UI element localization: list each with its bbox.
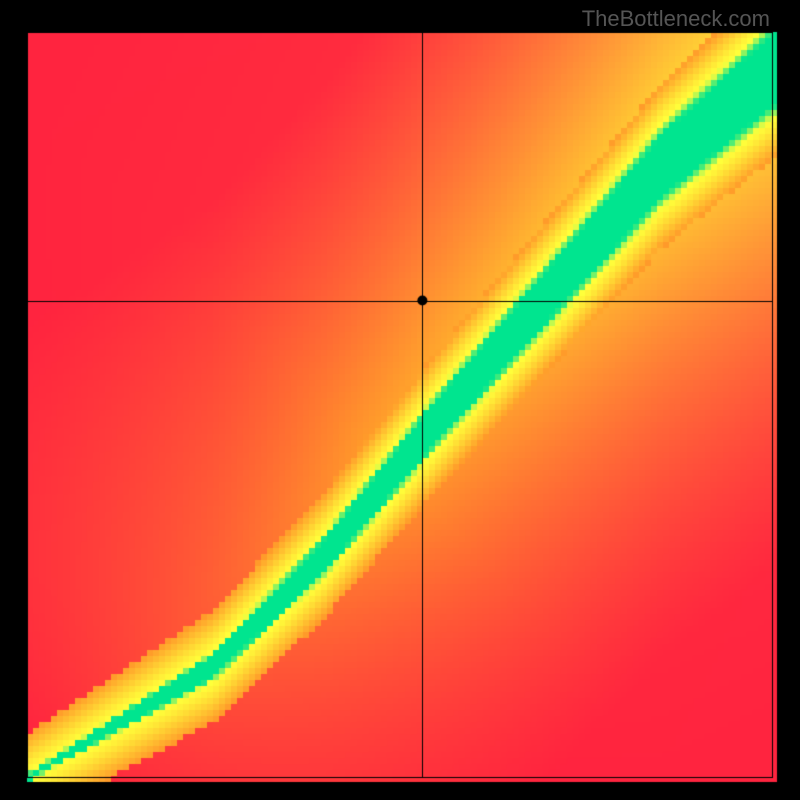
watermark-text: TheBottleneck.com xyxy=(582,6,770,32)
chart-container: TheBottleneck.com xyxy=(0,0,800,800)
bottleneck-heatmap xyxy=(0,0,800,800)
